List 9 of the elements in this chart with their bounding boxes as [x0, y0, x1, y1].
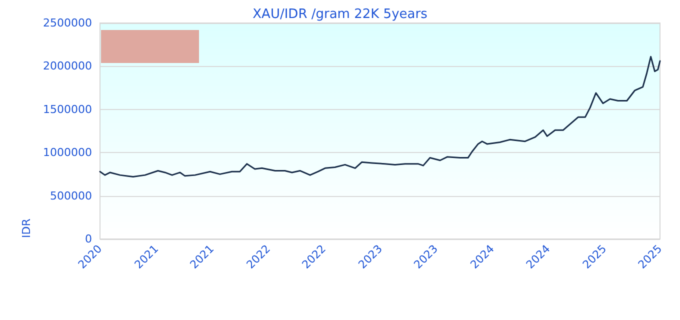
chart-title: XAU/IDR /gram 22K 5years — [252, 7, 428, 22]
y-tick-label: 1000000 — [43, 146, 92, 160]
y-tick-label: 2000000 — [43, 60, 92, 73]
y-tick-label: 0 — [85, 232, 92, 246]
line-series — [99, 56, 661, 178]
y-axis-title: IDR — [20, 218, 33, 238]
y-tick-label: 2500000 — [43, 16, 92, 30]
y-tick-label: 1500000 — [43, 102, 92, 116]
y-tick-label: 500000 — [50, 189, 92, 202]
